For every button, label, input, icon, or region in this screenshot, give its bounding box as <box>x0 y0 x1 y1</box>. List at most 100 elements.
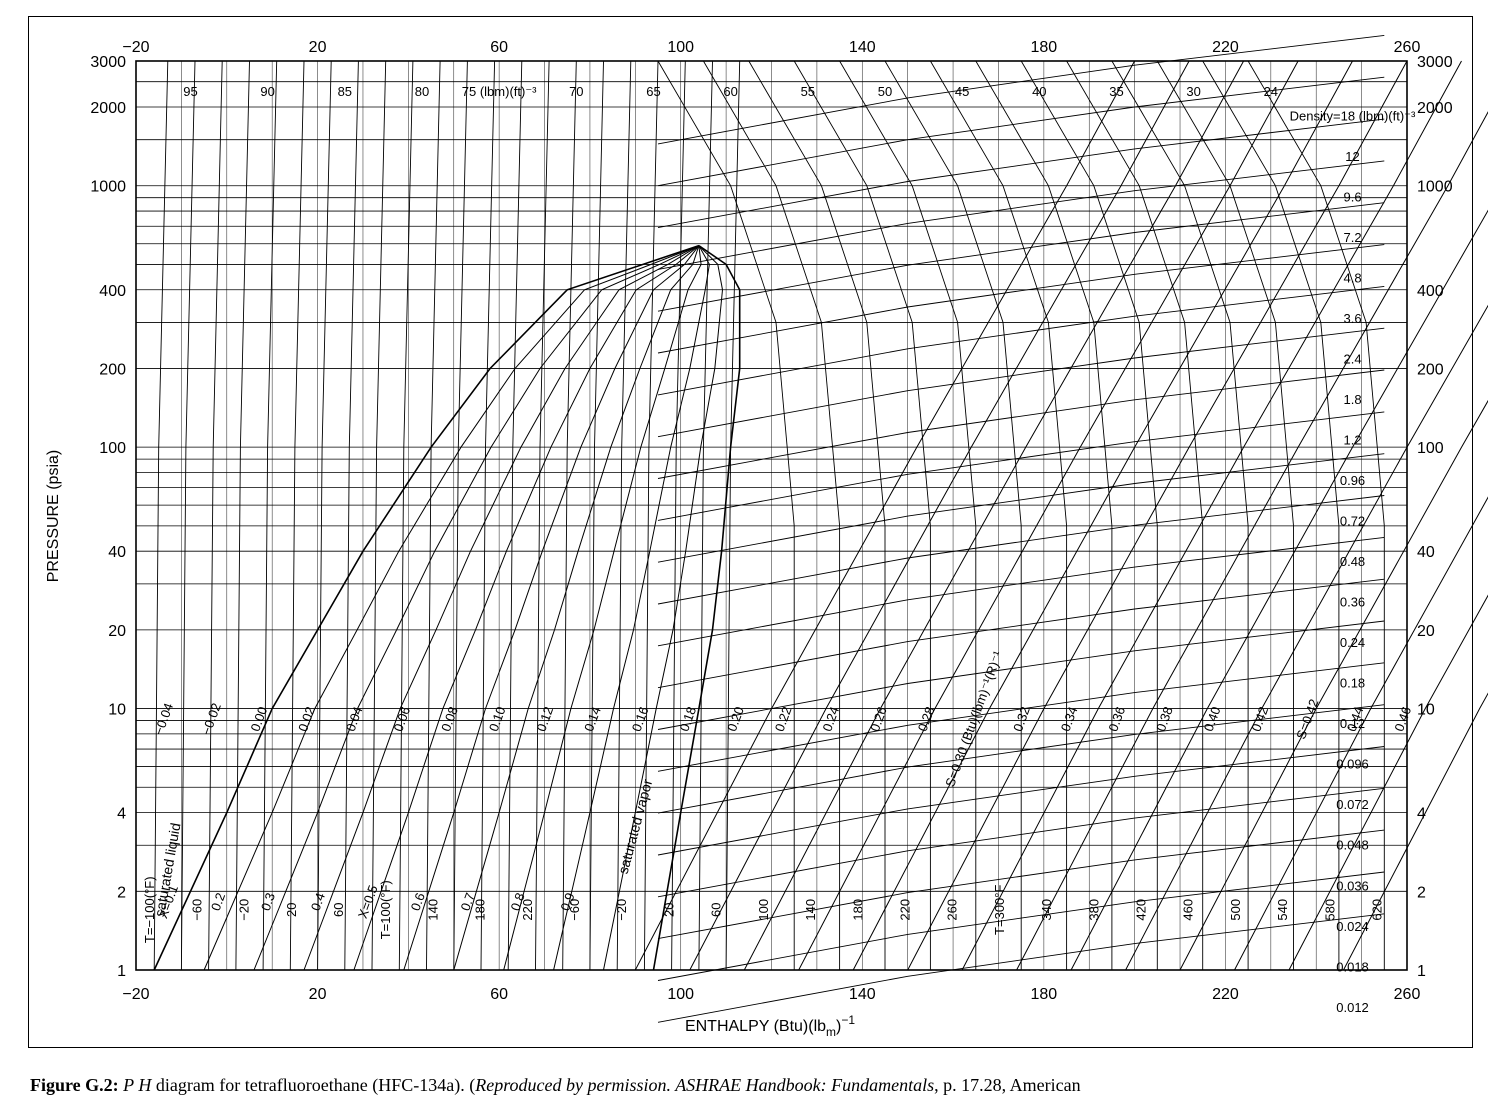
density-label: 0.18 <box>1340 676 1365 691</box>
y-tick-label-right: 100 <box>1417 440 1444 457</box>
temperature-line <box>1247 60 1385 970</box>
quality-line <box>253 245 700 971</box>
quality-line <box>303 245 700 971</box>
temperature-label: 540 <box>1275 899 1290 921</box>
y-tick-label-right: 1 <box>1417 963 1426 980</box>
y-tick-label-right: 400 <box>1417 283 1444 300</box>
density-label: 40 <box>1032 84 1046 99</box>
quality-line <box>453 245 700 971</box>
temperature-line <box>703 60 841 970</box>
x-tick-label-top: 20 <box>309 39 327 56</box>
temperature-label: 140 <box>425 899 440 921</box>
temperature-line <box>1156 60 1294 970</box>
y-tick-label-left: 4 <box>117 806 126 823</box>
entropy-line-liquid <box>317 60 332 971</box>
temperature-label: 180 <box>473 899 488 921</box>
label-layer: 95 90 85 80 75 (lbm)(ft)⁻³ 70 65 60 55 50 45 40 35 30… <box>142 84 1416 1015</box>
temperature-label: 500 <box>1228 899 1243 921</box>
temperature-label: 340 <box>1039 899 1054 921</box>
density-label: 30 <box>1186 84 1200 99</box>
figure-caption: Figure G.2: P H diagram for tetrafluoroe… <box>30 1074 1470 1104</box>
temperature-label: 20 <box>661 903 676 917</box>
y-tick-label-left: 10 <box>108 702 126 719</box>
entropy-line-liquid <box>262 60 278 971</box>
temperature-label: −60 <box>189 899 204 921</box>
caption-text: diagram for tetrafluoroethane (HFC-134a)… <box>155 1075 476 1095</box>
y-tick-label-right: 10 <box>1417 702 1435 719</box>
temperature-label: T=300°F <box>992 885 1007 935</box>
entropy-line-liquid <box>371 60 387 971</box>
y-tick-label-right: 4 <box>1417 806 1426 823</box>
x-tick-label-bottom: 180 <box>1031 986 1058 1003</box>
saturated-liquid-line <box>153 244 700 971</box>
y-tick-label-right: 40 <box>1417 544 1435 561</box>
density-line <box>657 453 1385 563</box>
y-tick-label-right: 2000 <box>1417 100 1453 117</box>
density-line <box>657 202 1385 312</box>
quality-label: X=0.5 <box>355 883 381 920</box>
caption-ph: P H <box>123 1075 152 1095</box>
y-tick-label-left: 1 <box>117 963 126 980</box>
temperature-label: −60 <box>567 899 582 921</box>
density-label: 50 <box>878 84 892 99</box>
entropy-line-liquid <box>480 60 496 971</box>
quality-label: 0.3 <box>258 891 278 913</box>
density-label: Density=18 (lbm)(ft)⁻³ <box>1290 108 1416 123</box>
saturated-vapor-line <box>652 244 741 971</box>
temperature-line <box>657 60 795 970</box>
y-tick-label-left: 400 <box>99 283 126 300</box>
density-label: 0.48 <box>1340 554 1365 569</box>
temperature-label: 60 <box>709 903 724 917</box>
density-line <box>657 327 1385 438</box>
density-label: 0.36 <box>1340 595 1365 610</box>
entropy-line-liquid <box>589 60 604 971</box>
entropy-line-liquid <box>398 60 414 971</box>
temperature-label: 180 <box>850 899 865 921</box>
density-label: 24 <box>1264 84 1278 99</box>
y-tick-label-left: 1000 <box>90 179 126 196</box>
quality-label: 0.8 <box>507 891 527 913</box>
saturated-liquid-label: saturated liquid <box>151 822 183 918</box>
entropy-line-liquid <box>180 60 196 971</box>
density-label: 65 <box>646 84 660 99</box>
entropy-line-liquid <box>725 60 741 971</box>
curve-layer <box>153 34 1488 1023</box>
y-tick-label-right: 200 <box>1417 361 1444 378</box>
entropy-line <box>961 60 1462 971</box>
density-label: 0.072 <box>1336 797 1369 812</box>
quality-label: 0.6 <box>408 891 428 913</box>
entropy-line-liquid <box>616 60 632 971</box>
y-tick-label-left: 20 <box>108 623 126 640</box>
density-label: 0.012 <box>1336 1000 1369 1015</box>
temperature-line <box>1020 60 1158 970</box>
quality-label: 0.7 <box>458 891 478 913</box>
temperature-line <box>930 60 1068 970</box>
figure-frame <box>28 16 1473 1048</box>
density-line <box>657 118 1385 229</box>
temperature-label: 460 <box>1181 899 1196 921</box>
y-tick-label-right: 20 <box>1417 623 1435 640</box>
density-line <box>657 76 1385 187</box>
temperature-label: 140 <box>803 899 818 921</box>
entropy-line <box>689 60 1190 971</box>
temperature-label: 60 <box>331 903 346 917</box>
density-label: 45 <box>955 84 969 99</box>
density-label: 0.72 <box>1340 514 1365 529</box>
entropy-label: S=0.42 <box>1293 697 1321 741</box>
density-line <box>657 244 1385 354</box>
y-tick-label-right: 3000 <box>1417 54 1453 71</box>
density-label: 3.6 <box>1343 311 1361 326</box>
quality-label: 0.2 <box>208 891 228 913</box>
x-tick-label-top: 220 <box>1212 39 1239 56</box>
density-label: 90 <box>260 84 274 99</box>
entropy-line <box>1179 399 1488 971</box>
density-line <box>657 34 1385 145</box>
entropy-line-liquid <box>453 60 468 971</box>
y-tick-label-right: 1000 <box>1417 179 1453 196</box>
quality-line <box>503 245 702 971</box>
entropy-line-liquid <box>535 60 550 971</box>
entropy-label: −0.02 <box>199 701 224 737</box>
temperature-line <box>884 60 1022 970</box>
density-label: 0.12 <box>1340 716 1365 731</box>
density-label: 95 <box>183 84 197 99</box>
